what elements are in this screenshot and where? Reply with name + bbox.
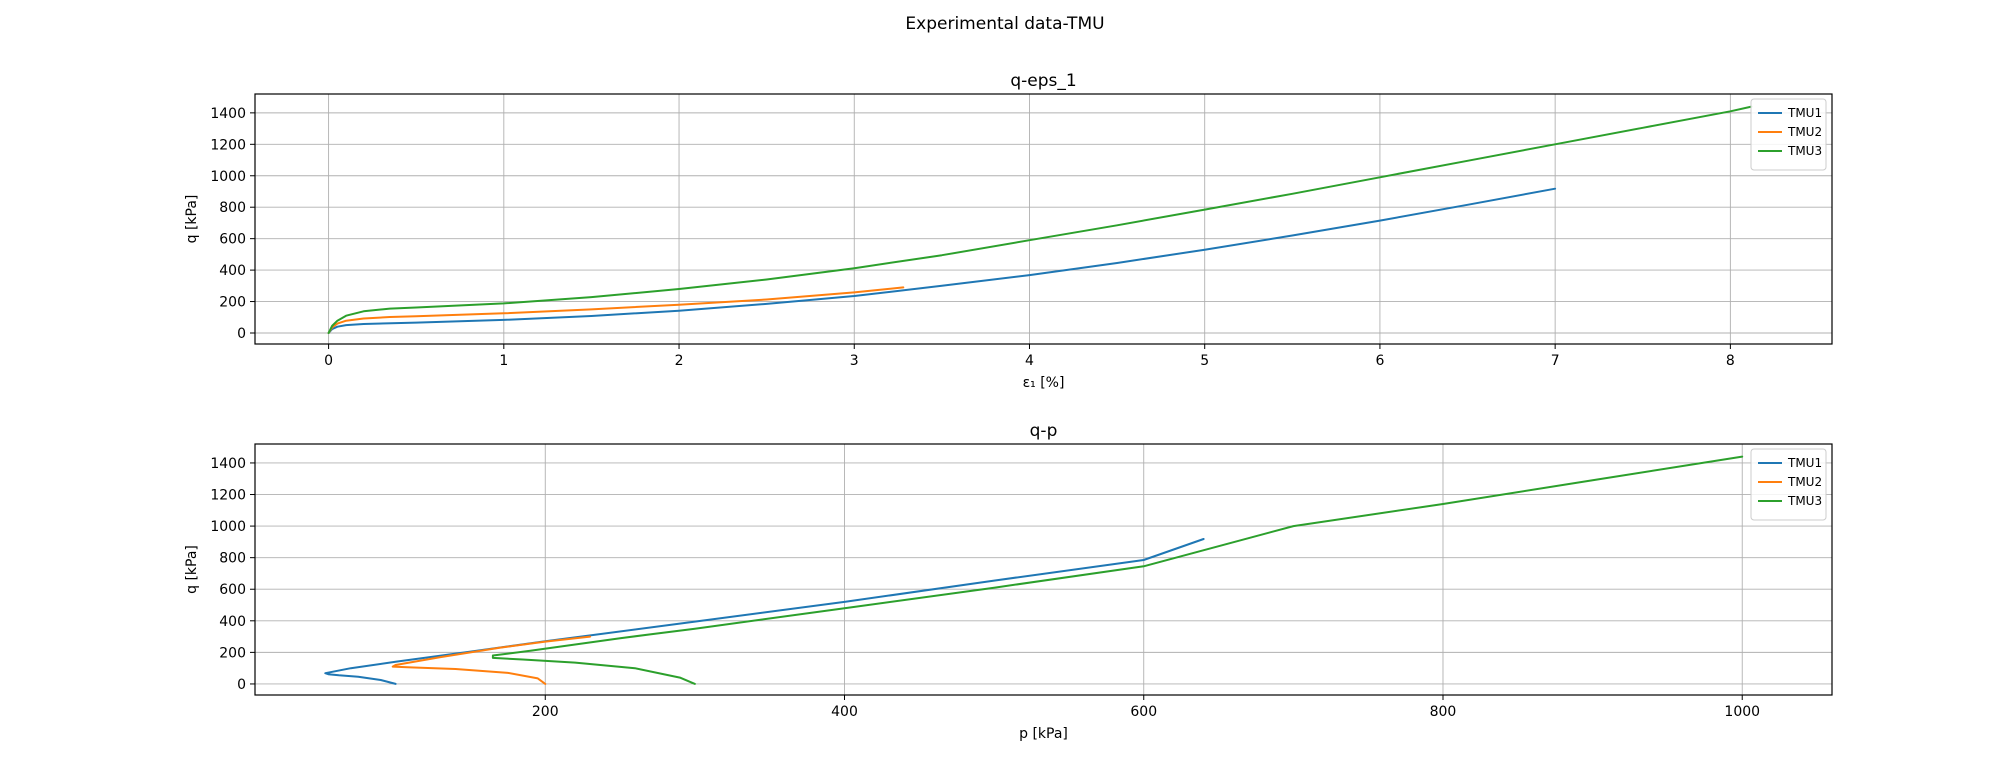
- y-tick-label: 400: [219, 614, 246, 630]
- x-tick-label: 4: [1025, 353, 1034, 369]
- y-tick-label: 0: [237, 677, 246, 693]
- chart-title: q-eps_1: [1010, 71, 1076, 91]
- y-tick-label: 800: [219, 551, 246, 567]
- y-tick-label: 600: [219, 582, 246, 598]
- x-axis-label: ε₁ [%]: [1023, 375, 1065, 391]
- series-line-tmu3: [327, 105, 1753, 334]
- x-tick-label: 400: [831, 704, 858, 720]
- x-tick-label: 6: [1375, 353, 1384, 369]
- y-tick-label: 1400: [210, 106, 246, 122]
- y-tick-label: 400: [219, 263, 246, 279]
- series-line-tmu1: [324, 538, 1205, 685]
- y-tick-label: 1200: [210, 137, 246, 153]
- x-tick-label: 600: [1130, 704, 1157, 720]
- legend: TMU1 TMU2 TMU3: [1750, 98, 1827, 171]
- legend-label: TMU2: [1787, 475, 1822, 489]
- y-tick-label: 200: [219, 295, 246, 311]
- x-tick-label: 8: [1726, 353, 1735, 369]
- figure-suptitle: Experimental data-TMU: [905, 14, 1104, 34]
- chart-1: q-eps_1 0 1 2 3 4 5 6 7 8 0 200 400 600 800 1000 1200 140…: [184, 71, 1833, 391]
- x-tick-label: 7: [1551, 353, 1560, 369]
- series-line-tmu1: [327, 187, 1557, 334]
- y-tick-label: 1200: [210, 488, 246, 504]
- legend-label: TMU2: [1787, 125, 1822, 139]
- x-tick-label: 1: [499, 353, 508, 369]
- series-line-tmu2: [327, 286, 905, 334]
- y-tick-label: 200: [219, 645, 246, 661]
- x-tick-label: 5: [1200, 353, 1209, 369]
- x-tick-label: 800: [1430, 704, 1457, 720]
- x-tick-label: 1000: [1724, 704, 1760, 720]
- x-tick-label: 200: [532, 704, 559, 720]
- legend-label: TMU3: [1787, 144, 1822, 158]
- y-tick-label: 600: [219, 232, 246, 248]
- axes-frame: [254, 443, 1833, 696]
- chart-2: q-p 200 400 600 800 1000 0 200 400 600 800 1000 1200…: [184, 421, 1833, 742]
- y-axis-label: q [kPa]: [184, 545, 200, 594]
- y-tick-label: 1000: [210, 519, 246, 535]
- axes-frame: [254, 93, 1833, 345]
- x-axis-label: p [kPa]: [1019, 726, 1068, 742]
- y-tick-label: 800: [219, 200, 246, 216]
- legend-label: TMU1: [1787, 456, 1822, 470]
- y-tick-label: 1400: [210, 456, 246, 472]
- legend-frame: [1750, 98, 1827, 171]
- y-tick-label: 0: [237, 326, 246, 342]
- x-tick-label: 0: [324, 353, 333, 369]
- legend-label: TMU1: [1787, 106, 1822, 120]
- series-line-tmu3: [491, 455, 1744, 685]
- series-line-tmu2: [391, 635, 592, 685]
- chart-title: q-p: [1030, 421, 1058, 441]
- legend-frame: [1750, 448, 1827, 521]
- y-axis-label: q [kPa]: [184, 195, 200, 244]
- y-tick-label: 1000: [210, 169, 246, 185]
- legend-label: TMU3: [1787, 494, 1822, 508]
- x-tick-label: 3: [850, 353, 859, 369]
- legend: TMU1 TMU2 TMU3: [1750, 448, 1827, 521]
- x-tick-label: 2: [675, 353, 684, 369]
